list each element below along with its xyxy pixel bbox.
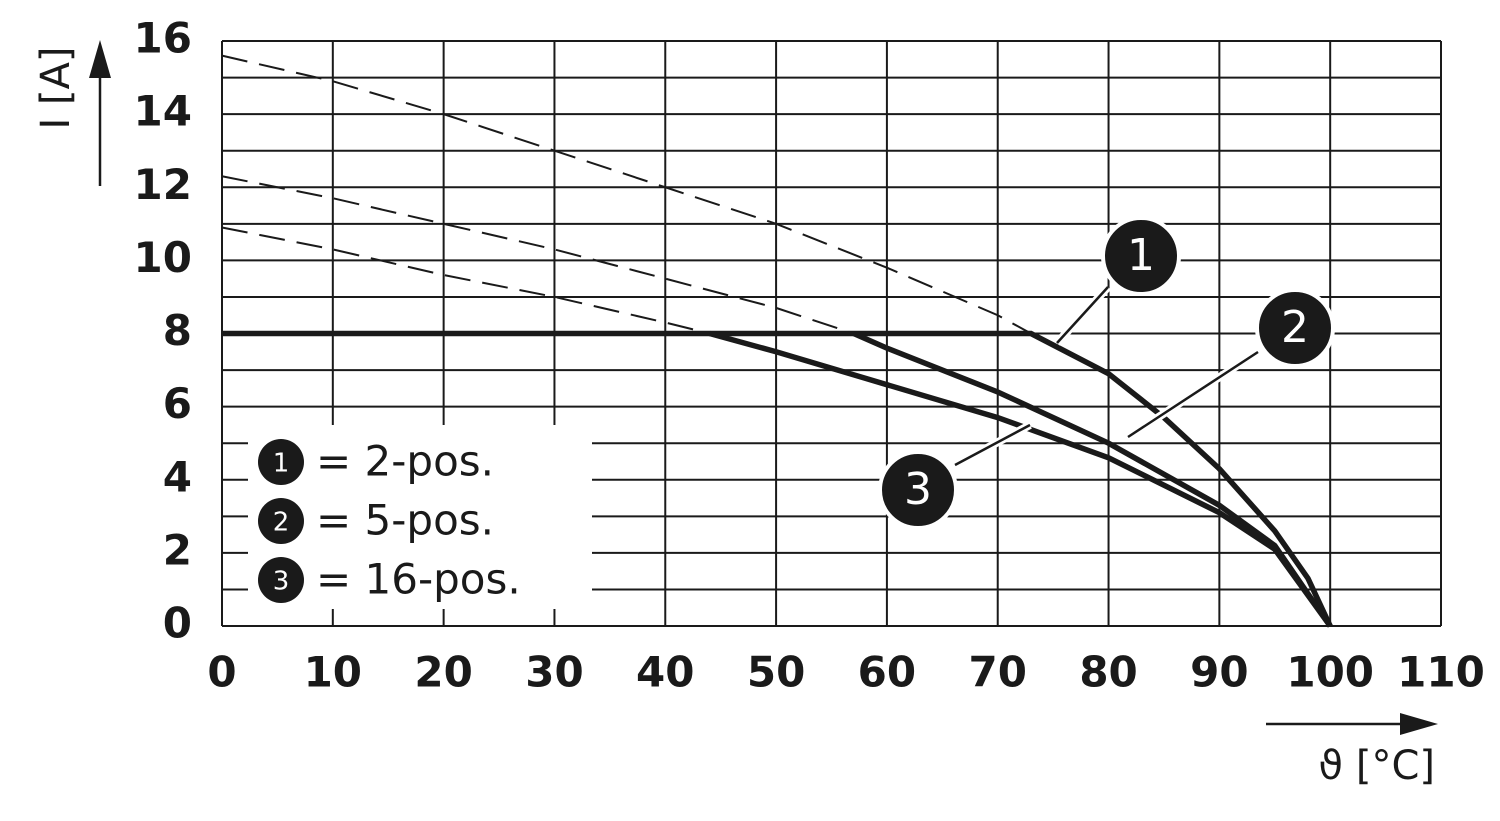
callout-leader [954, 423, 1031, 467]
y-tick-label: 8 [163, 306, 192, 355]
data-line [221, 226, 710, 335]
y-axis-arrowhead [89, 40, 111, 78]
y-axis-label: I [A] [33, 46, 79, 129]
callout-leader [1056, 286, 1109, 344]
data-line [221, 54, 1032, 335]
legend-marker [258, 557, 304, 603]
callout-label: 3 [904, 464, 932, 515]
callout-label: 1 [1127, 230, 1155, 281]
legend-marker-label: 2 [273, 508, 290, 538]
legend-marker-label: 1 [273, 449, 290, 479]
x-tick-label: 110 [1397, 648, 1485, 697]
legend-marker [258, 439, 304, 485]
legend-marker-label: 3 [273, 567, 290, 597]
legend-box [248, 425, 592, 609]
data-line [221, 175, 854, 335]
legend-label: = 16-pos. [316, 555, 521, 604]
callout-label: 2 [1281, 302, 1309, 353]
x-tick-label: 90 [1190, 648, 1248, 697]
y-tick-label: 4 [163, 452, 192, 501]
callout-leader [1127, 350, 1259, 439]
x-tick-label: 80 [1079, 648, 1137, 697]
x-axis-label: ϑ [°C] [1318, 743, 1435, 789]
y-tick-label: 0 [163, 599, 192, 648]
y-tick-label: 6 [163, 379, 192, 428]
data-line [222, 330, 1333, 628]
x-axis-arrowhead [1400, 713, 1438, 735]
y-tick-label: 2 [163, 525, 192, 574]
y-tick-label: 16 [134, 14, 192, 63]
callout-circle [878, 450, 958, 530]
y-tick-label: 14 [134, 87, 192, 136]
data-line [708, 330, 1333, 628]
legend-label: = 2-pos. [316, 437, 494, 486]
data-line [852, 330, 1333, 628]
legend-marker [258, 498, 304, 544]
x-tick-label: 30 [525, 648, 583, 697]
x-tick-label: 40 [636, 648, 694, 697]
x-tick-label: 50 [747, 648, 805, 697]
callout-circle [1101, 216, 1181, 296]
x-tick-label: 10 [304, 648, 362, 697]
legend-label: = 5-pos. [316, 496, 494, 545]
x-tick-label: 0 [207, 648, 236, 697]
x-tick-label: 20 [414, 648, 472, 697]
y-tick-label: 12 [134, 160, 192, 209]
x-tick-label: 100 [1286, 648, 1374, 697]
x-tick-label: 70 [969, 648, 1027, 697]
y-tick-label: 10 [134, 233, 192, 282]
x-tick-label: 60 [858, 648, 916, 697]
callout-circle [1255, 288, 1335, 368]
